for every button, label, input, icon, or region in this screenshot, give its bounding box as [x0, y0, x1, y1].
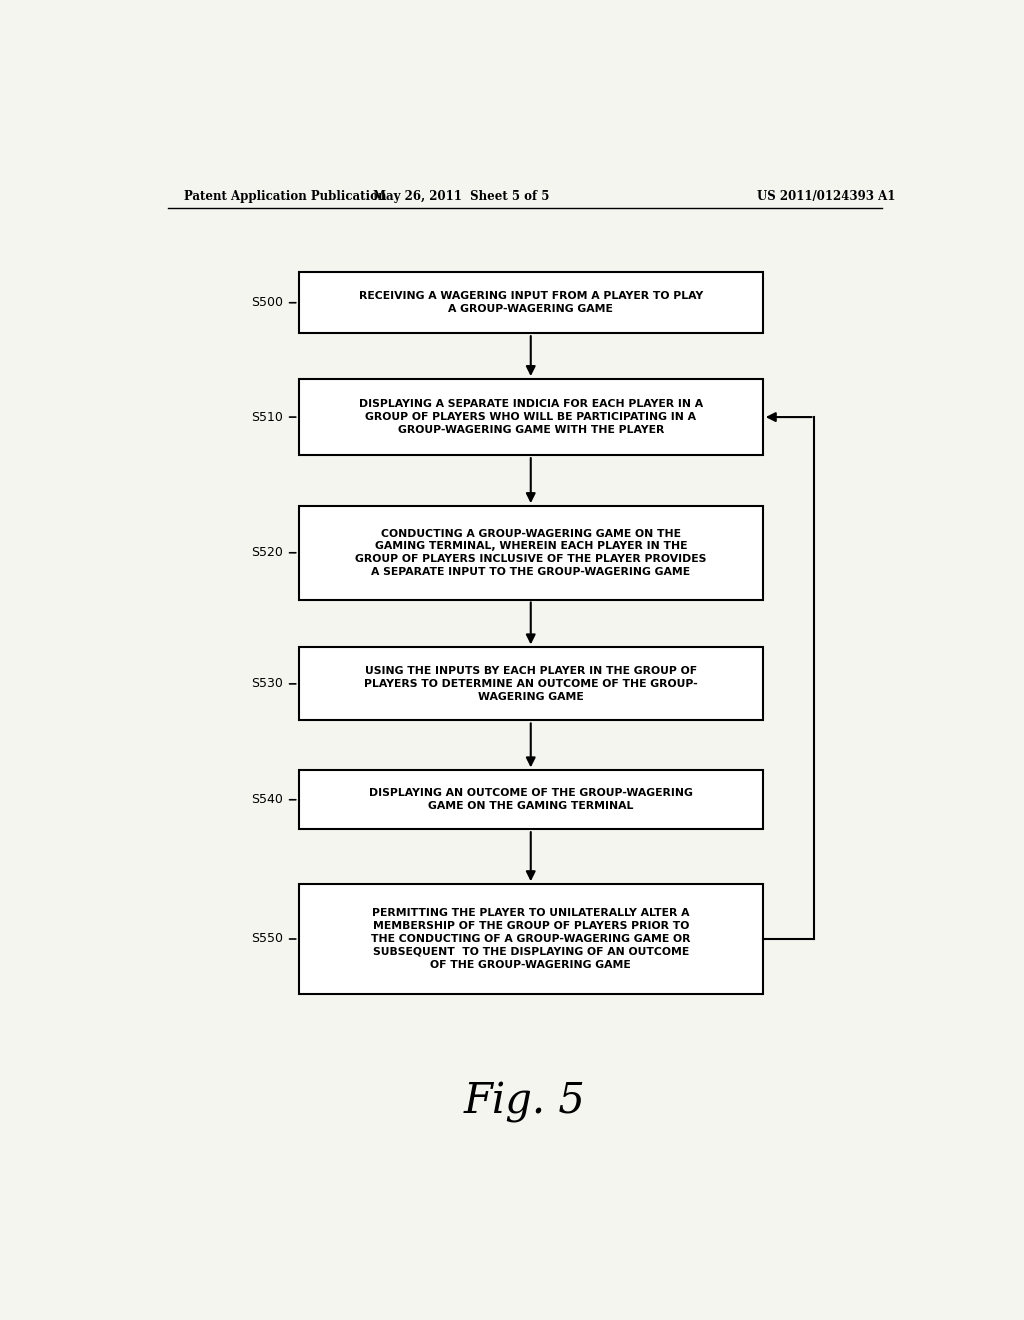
Text: PERMITTING THE PLAYER TO UNILATERALLY ALTER A
MEMBERSHIP OF THE GROUP OF PLAYERS: PERMITTING THE PLAYER TO UNILATERALLY AL…: [371, 908, 690, 970]
Text: US 2011/0124393 A1: US 2011/0124393 A1: [757, 190, 896, 202]
Text: RECEIVING A WAGERING INPUT FROM A PLAYER TO PLAY
A GROUP-WAGERING GAME: RECEIVING A WAGERING INPUT FROM A PLAYER…: [358, 292, 702, 314]
Text: USING THE INPUTS BY EACH PLAYER IN THE GROUP OF
PLAYERS TO DETERMINE AN OUTCOME : USING THE INPUTS BY EACH PLAYER IN THE G…: [364, 667, 697, 702]
Bar: [299, 647, 763, 721]
Bar: [299, 272, 763, 333]
Text: S500: S500: [251, 296, 283, 309]
Text: DISPLAYING AN OUTCOME OF THE GROUP-WAGERING
GAME ON THE GAMING TERMINAL: DISPLAYING AN OUTCOME OF THE GROUP-WAGER…: [369, 788, 692, 812]
Bar: [299, 506, 763, 599]
Text: S540: S540: [251, 793, 283, 807]
Text: S510: S510: [251, 411, 283, 424]
Text: S530: S530: [251, 677, 283, 690]
Bar: [299, 379, 763, 455]
Text: Patent Application Publication: Patent Application Publication: [183, 190, 386, 202]
Text: S550: S550: [251, 932, 283, 945]
Bar: [299, 884, 763, 994]
Text: Fig. 5: Fig. 5: [464, 1081, 586, 1122]
Text: DISPLAYING A SEPARATE INDICIA FOR EACH PLAYER IN A
GROUP OF PLAYERS WHO WILL BE : DISPLAYING A SEPARATE INDICIA FOR EACH P…: [358, 399, 702, 434]
Text: May 26, 2011  Sheet 5 of 5: May 26, 2011 Sheet 5 of 5: [373, 190, 550, 202]
Text: S520: S520: [251, 546, 283, 560]
Bar: [299, 771, 763, 829]
Text: CONDUCTING A GROUP-WAGERING GAME ON THE
GAMING TERMINAL, WHEREIN EACH PLAYER IN : CONDUCTING A GROUP-WAGERING GAME ON THE …: [355, 528, 707, 577]
